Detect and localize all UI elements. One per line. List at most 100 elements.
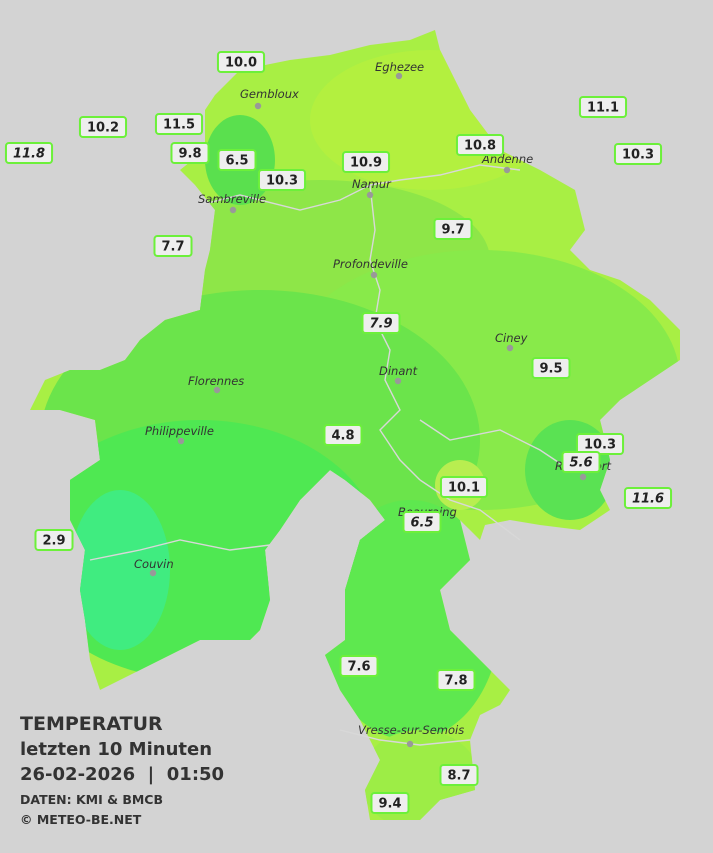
place-name: Profondeville xyxy=(333,257,408,271)
station: 10.9 xyxy=(341,151,391,173)
station: 11.1 xyxy=(578,96,628,118)
subtitle: letzten 10 Minuten xyxy=(20,739,212,760)
station-value: 7.9 xyxy=(369,317,392,332)
place-dot xyxy=(213,386,221,394)
station-value: 7.7 xyxy=(161,240,184,255)
station: 6.5 xyxy=(217,149,257,171)
station-value: 10.0 xyxy=(225,56,257,71)
station-value: 10.3 xyxy=(266,174,298,189)
station: 2.9 xyxy=(34,529,74,551)
station-value: 9.4 xyxy=(378,797,401,812)
station: 7.9 xyxy=(361,312,401,334)
station-box xyxy=(153,235,193,257)
station-box xyxy=(154,113,204,135)
place-dot xyxy=(149,569,157,577)
station-value: 6.5 xyxy=(410,516,433,531)
place-name: Namur xyxy=(352,177,392,191)
station-value: 8.7 xyxy=(447,769,470,784)
station: 6.5 xyxy=(402,511,442,533)
station-box xyxy=(34,529,74,551)
station-box xyxy=(439,476,489,498)
station: 9.7 xyxy=(433,218,473,240)
place-dot xyxy=(506,344,514,352)
station-value: 10.2 xyxy=(87,121,119,136)
station-value: 11.1 xyxy=(587,101,619,116)
station-box xyxy=(578,96,628,118)
timestamp: 26-02-2026 | 01:50 xyxy=(20,764,224,785)
place-dot xyxy=(503,166,511,174)
station-value: 7.6 xyxy=(347,660,370,675)
station-box xyxy=(170,142,210,164)
station-value: 11.8 xyxy=(13,147,45,162)
place-dot xyxy=(579,473,587,481)
station: 4.8 xyxy=(323,424,363,446)
station-box xyxy=(455,134,505,156)
place-dot xyxy=(366,191,374,199)
station-box xyxy=(341,151,391,173)
station-value: 9.8 xyxy=(178,147,201,162)
station: 10.1 xyxy=(439,476,489,498)
place-name: Eghezee xyxy=(375,60,424,74)
station-value: 10.3 xyxy=(584,438,616,453)
station-box xyxy=(439,764,479,786)
place-name: Sambreville xyxy=(198,192,266,206)
station-box xyxy=(402,511,442,533)
place-name: Couvin xyxy=(134,557,174,571)
station: 8.7 xyxy=(439,764,479,786)
station-box xyxy=(217,149,257,171)
source: DATEN: KMI & BMCB xyxy=(20,792,163,807)
station: 7.8 xyxy=(436,669,476,691)
station-box xyxy=(623,487,673,509)
station-value: 11.5 xyxy=(163,118,195,133)
place-dot xyxy=(254,102,262,110)
station-box xyxy=(361,312,401,334)
station-box xyxy=(531,357,571,379)
station: 9.8 xyxy=(170,142,210,164)
place-dot xyxy=(370,271,378,279)
station-box xyxy=(561,451,601,473)
station: 10.8 xyxy=(455,134,505,156)
station-box xyxy=(433,218,473,240)
station-box xyxy=(216,51,266,73)
place-dot xyxy=(406,740,414,748)
station: 10.3 xyxy=(257,169,307,191)
station-box xyxy=(370,792,410,814)
station: 10.3 xyxy=(613,143,663,165)
station-value: 10.9 xyxy=(350,156,382,171)
station-box xyxy=(257,169,307,191)
station-box xyxy=(613,143,663,165)
station-box xyxy=(339,655,379,677)
stations: 10.0 10.2 11.5 11.8 9.8 6.5 10.3 10.9 10.8 11.1 10… xyxy=(4,51,673,814)
places: EghezeeGemblouxAndenneNamurSambrevillePr… xyxy=(134,60,612,748)
station-value: 11.6 xyxy=(632,492,664,507)
station-box xyxy=(323,424,363,446)
place-dot xyxy=(229,206,237,214)
station-value: 6.5 xyxy=(225,154,248,169)
station: 7.7 xyxy=(153,235,193,257)
place-dot xyxy=(395,72,403,80)
station-value: 10.1 xyxy=(448,481,480,496)
station: 9.4 xyxy=(370,792,410,814)
station: 11.5 xyxy=(154,113,204,135)
place-name: Philippeville xyxy=(145,424,214,438)
credit: © METEO-BE.NET xyxy=(20,812,142,827)
station: 7.6 xyxy=(339,655,379,677)
station-value: 9.7 xyxy=(441,223,464,238)
station: 10.0 xyxy=(216,51,266,73)
station-value: 2.9 xyxy=(42,534,65,549)
station: 9.5 xyxy=(531,357,571,379)
station: 11.6 xyxy=(623,487,673,509)
place-dot xyxy=(177,437,185,445)
title: TEMPERATUR xyxy=(20,713,163,735)
rivers xyxy=(89,164,571,746)
place-name: Ciney xyxy=(495,331,528,345)
station-box xyxy=(78,116,128,138)
station: 5.6 xyxy=(561,451,601,473)
station-value: 9.5 xyxy=(539,362,562,377)
station: 11.8 xyxy=(4,142,54,164)
station-value: 4.8 xyxy=(331,429,354,444)
place-dot xyxy=(394,377,402,385)
station-value: 10.3 xyxy=(622,148,654,163)
station-box xyxy=(436,669,476,691)
